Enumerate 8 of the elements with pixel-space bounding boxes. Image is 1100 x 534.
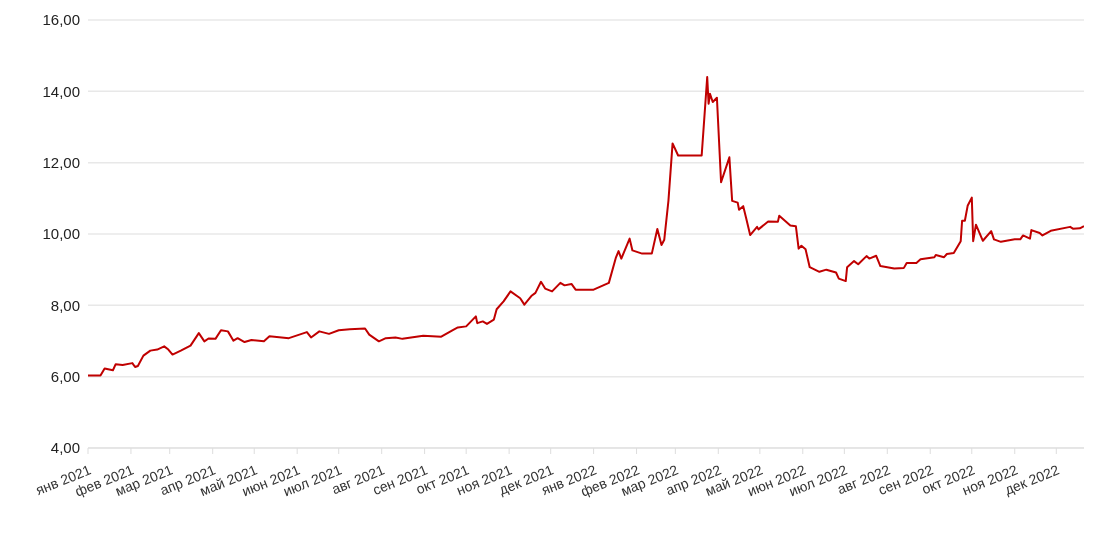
y-tick-label: 12,00 [42, 153, 80, 171]
y-tick-label: 10,00 [42, 225, 80, 243]
y-tick-label: 8,00 [50, 296, 80, 314]
y-tick-label: 6,00 [50, 367, 80, 385]
y-tick-label: 14,00 [42, 82, 80, 100]
y-tick-label: 4,00 [50, 439, 80, 457]
line-series [88, 76, 1084, 377]
y-tick-label: 16,00 [42, 11, 80, 29]
